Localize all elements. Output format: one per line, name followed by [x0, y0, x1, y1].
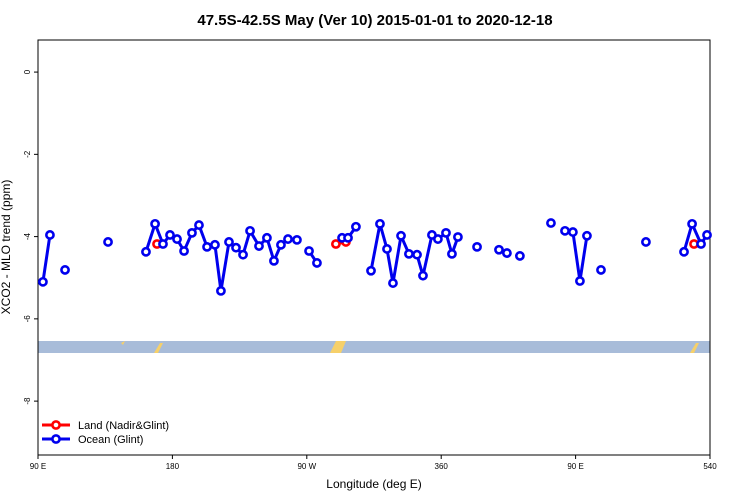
data-point: [404, 248, 414, 259]
data-point: [224, 237, 234, 247]
data-point: [641, 237, 651, 247]
data-point: [45, 230, 55, 240]
y-tick-label: -6: [23, 315, 32, 323]
land-strip: [154, 343, 163, 353]
data-point: [231, 242, 241, 253]
data-point: [292, 234, 302, 245]
legend-label: Ocean (Glint): [78, 434, 143, 446]
data-point: [150, 218, 160, 229]
data-point: [494, 244, 504, 255]
data-point: [351, 221, 361, 232]
x-tick-label: 90 E: [567, 462, 583, 471]
data-point: [60, 265, 70, 275]
data-point: [210, 239, 220, 250]
data-point: [696, 239, 706, 249]
data-point: [165, 230, 175, 240]
data-point: [238, 249, 248, 260]
data-point: [546, 218, 556, 228]
data-point: [331, 239, 341, 249]
data-point: [187, 227, 197, 238]
data-point: [679, 246, 689, 257]
data-point: [38, 276, 48, 287]
x-tick-label: 90 E: [30, 462, 46, 471]
data-point: [366, 265, 376, 276]
data-point: [453, 232, 463, 242]
data-point: [514, 251, 525, 261]
x-tick-label: 90 W: [297, 462, 316, 471]
data-point: [382, 244, 392, 254]
data-point: [283, 234, 293, 244]
y-tick-label: 0: [23, 69, 32, 74]
data-point: [254, 241, 264, 251]
data-point: [575, 276, 585, 286]
x-tick-label: 540: [703, 462, 717, 471]
data-point: [447, 248, 457, 259]
x-tick-label: 180: [166, 462, 180, 471]
x-axis-label: Longitude (deg E): [326, 477, 421, 491]
data-point: [388, 278, 398, 288]
land-strip: [330, 341, 346, 353]
legend-label: Land (Nadir&Glint): [78, 420, 169, 432]
data-point: [304, 246, 314, 256]
data-point: [375, 218, 385, 229]
y-tick-label: -4: [23, 232, 32, 240]
surface-band: [38, 341, 710, 353]
data-point: [568, 227, 578, 237]
chart-title: 47.5S-42.5S May (Ver 10) 2015-01-01 to 2…: [197, 12, 552, 29]
data-point: [687, 218, 697, 229]
data-point: [502, 248, 512, 258]
data-point: [158, 239, 168, 249]
data-point: [582, 230, 592, 241]
data-point: [245, 225, 255, 236]
plot-frame: [37, 39, 711, 456]
data-point: [141, 246, 151, 257]
data-point: [560, 225, 570, 236]
data-point: [396, 230, 406, 241]
data-point: [472, 241, 482, 252]
y-tick-label: -8: [23, 397, 32, 405]
data-point: [433, 234, 443, 244]
x-tick-label: 360: [435, 462, 449, 471]
data-point: [343, 232, 353, 243]
data-point: [269, 255, 279, 266]
data-point: [262, 232, 272, 243]
legend-marker: [51, 420, 61, 430]
data-point: [441, 227, 451, 238]
data-point: [312, 258, 322, 268]
y-axis-label: XCO2 - MLO trend (ppm): [0, 180, 13, 315]
y-tick-label: -2: [23, 150, 32, 158]
legend-marker: [51, 434, 61, 444]
data-point: [418, 270, 428, 281]
data-point: [216, 285, 226, 296]
data-point: [194, 220, 204, 230]
data-point: [412, 249, 422, 260]
land-strip: [121, 341, 125, 345]
series-line: [41, 219, 709, 292]
data-point: [596, 265, 606, 275]
data-point: [103, 237, 113, 247]
data-point: [172, 234, 182, 244]
data-point: [702, 230, 712, 240]
data-point: [276, 239, 286, 250]
land-strip: [690, 343, 699, 353]
series-line: [336, 242, 694, 244]
data-point: [202, 241, 212, 252]
data-point: [179, 246, 189, 256]
